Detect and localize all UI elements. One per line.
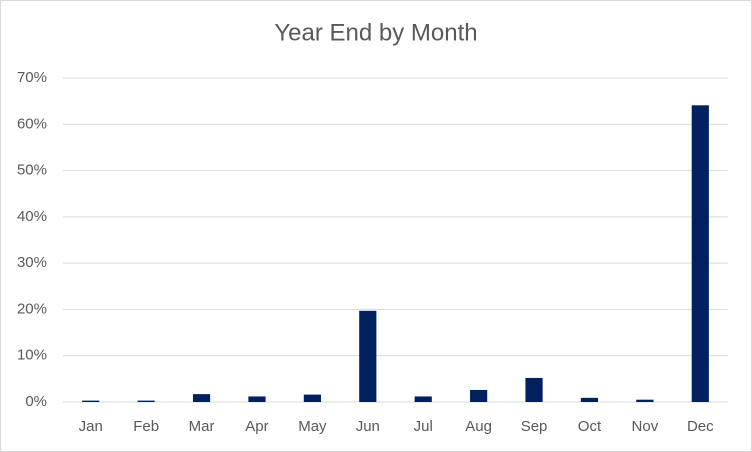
y-tick-label: 60% [17, 115, 47, 132]
x-tick-label: Jun [356, 418, 380, 435]
x-tick-label: Sep [521, 418, 548, 435]
bar [580, 397, 599, 402]
x-tick-label: Aug [465, 418, 492, 435]
bar [303, 394, 321, 402]
bar [192, 394, 211, 402]
bar [359, 310, 377, 402]
y-tick-label: 40% [17, 208, 47, 225]
x-tick-label: Oct [578, 418, 602, 435]
bar [414, 396, 432, 402]
y-tick-label: 30% [17, 254, 47, 271]
bar [691, 105, 709, 403]
x-tick-label: Jul [414, 418, 433, 435]
bar [525, 377, 543, 402]
bar [82, 400, 100, 402]
bar [137, 400, 155, 402]
bar [470, 389, 488, 402]
bar [248, 396, 266, 402]
x-tick-label: Mar [189, 418, 215, 435]
y-tick-label: 20% [17, 300, 47, 317]
y-tick-label: 70% [17, 69, 47, 86]
x-tick-label: Apr [245, 418, 268, 435]
bar [636, 399, 654, 402]
y-tick-label: 50% [17, 162, 47, 179]
x-tick-label: Nov [632, 418, 659, 435]
x-tick-label: Feb [133, 418, 159, 435]
y-tick-label: 0% [25, 393, 47, 410]
x-tick-label: May [298, 418, 327, 435]
y-tick-label: 10% [17, 347, 47, 364]
x-tick-label: Jan [79, 418, 103, 435]
chart-title: Year End by Month [274, 19, 477, 46]
x-tick-label: Dec [687, 418, 714, 435]
